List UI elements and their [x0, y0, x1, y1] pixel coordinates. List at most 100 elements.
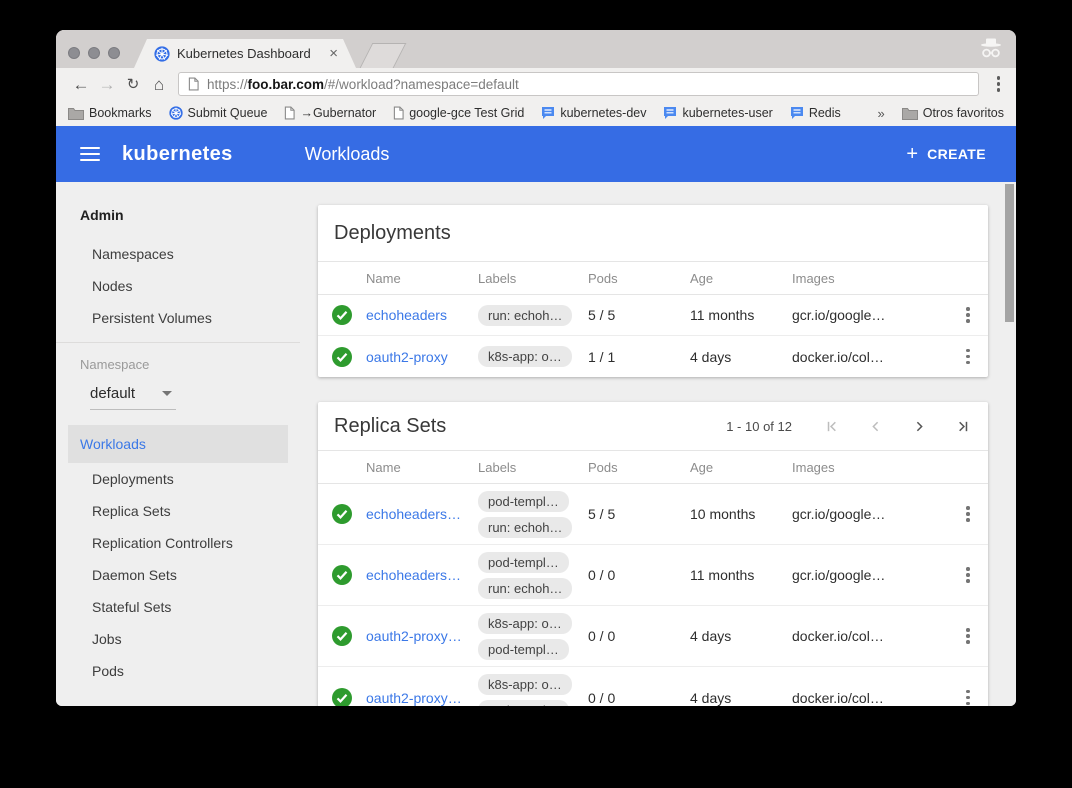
home-icon[interactable]: ⌂: [153, 74, 165, 94]
sidebar-section-admin[interactable]: Admin: [80, 207, 124, 223]
app-header: kubernetes Workloads + CREATE: [56, 126, 1016, 182]
browser-menu-icon[interactable]: [987, 70, 1011, 98]
label-chip: pod-templ…: [478, 551, 569, 573]
sidebar-item-stateful-sets[interactable]: Stateful Sets: [92, 599, 172, 615]
status-ok-icon: [332, 504, 352, 524]
browser-tab[interactable]: Kubernetes Dashboard ×: [134, 39, 356, 68]
sidebar-item-workloads[interactable]: Workloads: [68, 425, 288, 463]
sidebar-item-replica-sets[interactable]: Replica Sets: [92, 503, 171, 519]
tab-close-icon[interactable]: ×: [329, 45, 338, 62]
close-window-button[interactable]: [68, 47, 80, 59]
resource-link[interactable]: oauth2-proxy: [366, 348, 448, 365]
cell-age: 10 months: [690, 506, 756, 522]
sidebar-item-deployments[interactable]: Deployments: [92, 471, 174, 487]
page-icon: [285, 106, 296, 120]
create-button[interactable]: + CREATE: [906, 144, 986, 164]
sidebar-item-pods[interactable]: Pods: [92, 663, 124, 679]
zoom-window-button[interactable]: [108, 47, 120, 59]
bookmarks-bar: Bookmarks Submit Queue →G: [56, 100, 1016, 126]
cell-images: docker.io/col…: [792, 628, 884, 644]
column-name: Name: [366, 459, 401, 475]
back-icon[interactable]: ←: [72, 74, 90, 94]
bookmark-kubernetes-dev[interactable]: kubernetes-dev: [541, 106, 646, 120]
column-age: Age: [690, 270, 714, 286]
pagination-range: 1 - 10 of 12: [726, 418, 792, 434]
last-page-icon[interactable]: [955, 418, 972, 435]
label-chip: pod-templ…: [478, 638, 569, 660]
label-chip: run: echoh…: [478, 516, 573, 538]
sidebar-item-persistent-volumes[interactable]: Persistent Volumes: [92, 310, 212, 326]
deployments-table-header: Name Labels Pods Age Images: [318, 261, 988, 295]
namespace-select[interactable]: default: [90, 385, 176, 410]
resource-link[interactable]: echoheaders…: [366, 567, 461, 583]
label-chip: run: echoh…: [478, 304, 573, 326]
next-page-icon[interactable]: [911, 418, 928, 435]
bookmark-submit-queue[interactable]: Submit Queue: [168, 106, 267, 120]
bookmark-label: →Gubernator: [300, 106, 377, 120]
cell-age: 4 days: [690, 628, 732, 644]
resource-link[interactable]: echoheaders: [366, 307, 447, 323]
sidebar-item-label: Workloads: [80, 436, 146, 452]
pagination: 1 - 10 of 12: [726, 418, 972, 435]
bookmark-redis[interactable]: Redis: [790, 106, 841, 120]
resource-link[interactable]: oauth2-proxy…: [366, 628, 462, 644]
bookmark-label: kubernetes-dev: [560, 106, 647, 120]
kubernetes-favicon-icon: [154, 46, 170, 62]
first-page-icon[interactable]: [823, 418, 840, 435]
page-scrollbar-thumb[interactable]: [1005, 184, 1014, 322]
bookmark-otros-favoritos-folder[interactable]: Otros favoritos: [901, 106, 1004, 120]
chevron-down-icon: [162, 391, 172, 396]
new-tab-button[interactable]: [359, 43, 407, 68]
resource-link[interactable]: oauth2-proxy…: [366, 689, 462, 706]
table-row: echoheaders… pod-templ… run: echoh… 0 / …: [318, 545, 988, 606]
incognito-icon: [981, 38, 1001, 58]
chat-icon: [790, 107, 803, 119]
row-actions-kebab-icon[interactable]: [948, 689, 988, 706]
sidebar-item-daemon-sets[interactable]: Daemon Sets: [92, 567, 177, 583]
column-images: Images: [792, 459, 835, 475]
browser-window: Kubernetes Dashboard × ← → ↻ ⌂ https://f…: [56, 30, 1016, 706]
sidebar-divider: [56, 342, 300, 343]
sidebar-item-jobs[interactable]: Jobs: [92, 631, 122, 647]
sidebar-item-namespaces[interactable]: Namespaces: [92, 246, 174, 262]
bookmark-test-grid[interactable]: google-gce Test Grid: [393, 106, 524, 120]
reload-icon[interactable]: ↻: [126, 75, 140, 93]
row-actions-kebab-icon[interactable]: [948, 307, 988, 323]
sidebar-item-replication-controllers[interactable]: Replication Controllers: [92, 535, 233, 551]
label-chip: pod-templ…: [478, 700, 569, 706]
bookmark-label: Otros favoritos: [922, 106, 1004, 120]
deployments-card-title: Deployments: [334, 221, 451, 244]
cell-pods: 0 / 0: [588, 689, 616, 706]
bookmark-kubernetes-user[interactable]: kubernetes-user: [663, 106, 773, 120]
content-area: Admin Namespaces Nodes Persistent Volume…: [56, 182, 1016, 706]
cell-images: docker.io/col…: [792, 689, 884, 706]
row-actions-kebab-icon[interactable]: [948, 506, 988, 522]
url-host: foo.bar.com: [247, 76, 325, 92]
column-labels: Labels: [478, 459, 517, 475]
column-age: Age: [690, 459, 714, 475]
row-actions-kebab-icon[interactable]: [948, 348, 988, 365]
bookmark-bookmarks-folder[interactable]: Bookmarks: [68, 106, 152, 120]
browser-toolbar: ← → ↻ ⌂ https://foo.bar.com/#/workload?n…: [56, 68, 1016, 100]
previous-page-icon[interactable]: [867, 418, 884, 435]
create-button-label: CREATE: [927, 146, 986, 162]
resource-link[interactable]: echoheaders…: [366, 506, 461, 522]
bookmarks-overflow-icon[interactable]: »: [877, 105, 885, 121]
page-icon: [394, 106, 404, 120]
main-panel: Deployments Name Labels Pods Age Images …: [300, 182, 1016, 706]
table-row: oauth2-proxy k8s-app: o… 1 / 1 4 days do…: [318, 336, 988, 377]
sidebar-item-nodes[interactable]: Nodes: [92, 278, 133, 294]
hamburger-menu-icon[interactable]: [80, 147, 100, 161]
row-actions-kebab-icon[interactable]: [948, 628, 988, 644]
bookmark-label: Bookmarks: [89, 106, 152, 120]
address-bar[interactable]: https://foo.bar.com/#/workload?namespace…: [178, 72, 979, 96]
forward-icon[interactable]: →: [98, 74, 116, 94]
row-actions-kebab-icon[interactable]: [948, 567, 988, 583]
cell-images: docker.io/col…: [792, 348, 884, 365]
minimize-window-button[interactable]: [88, 47, 100, 59]
column-images: Images: [792, 270, 835, 286]
kubernetes-icon: [168, 106, 183, 120]
bookmark-gubernator[interactable]: →Gubernator: [284, 106, 376, 120]
url-scheme: https://: [207, 76, 248, 92]
bookmark-label: google-gce Test Grid: [409, 106, 525, 120]
